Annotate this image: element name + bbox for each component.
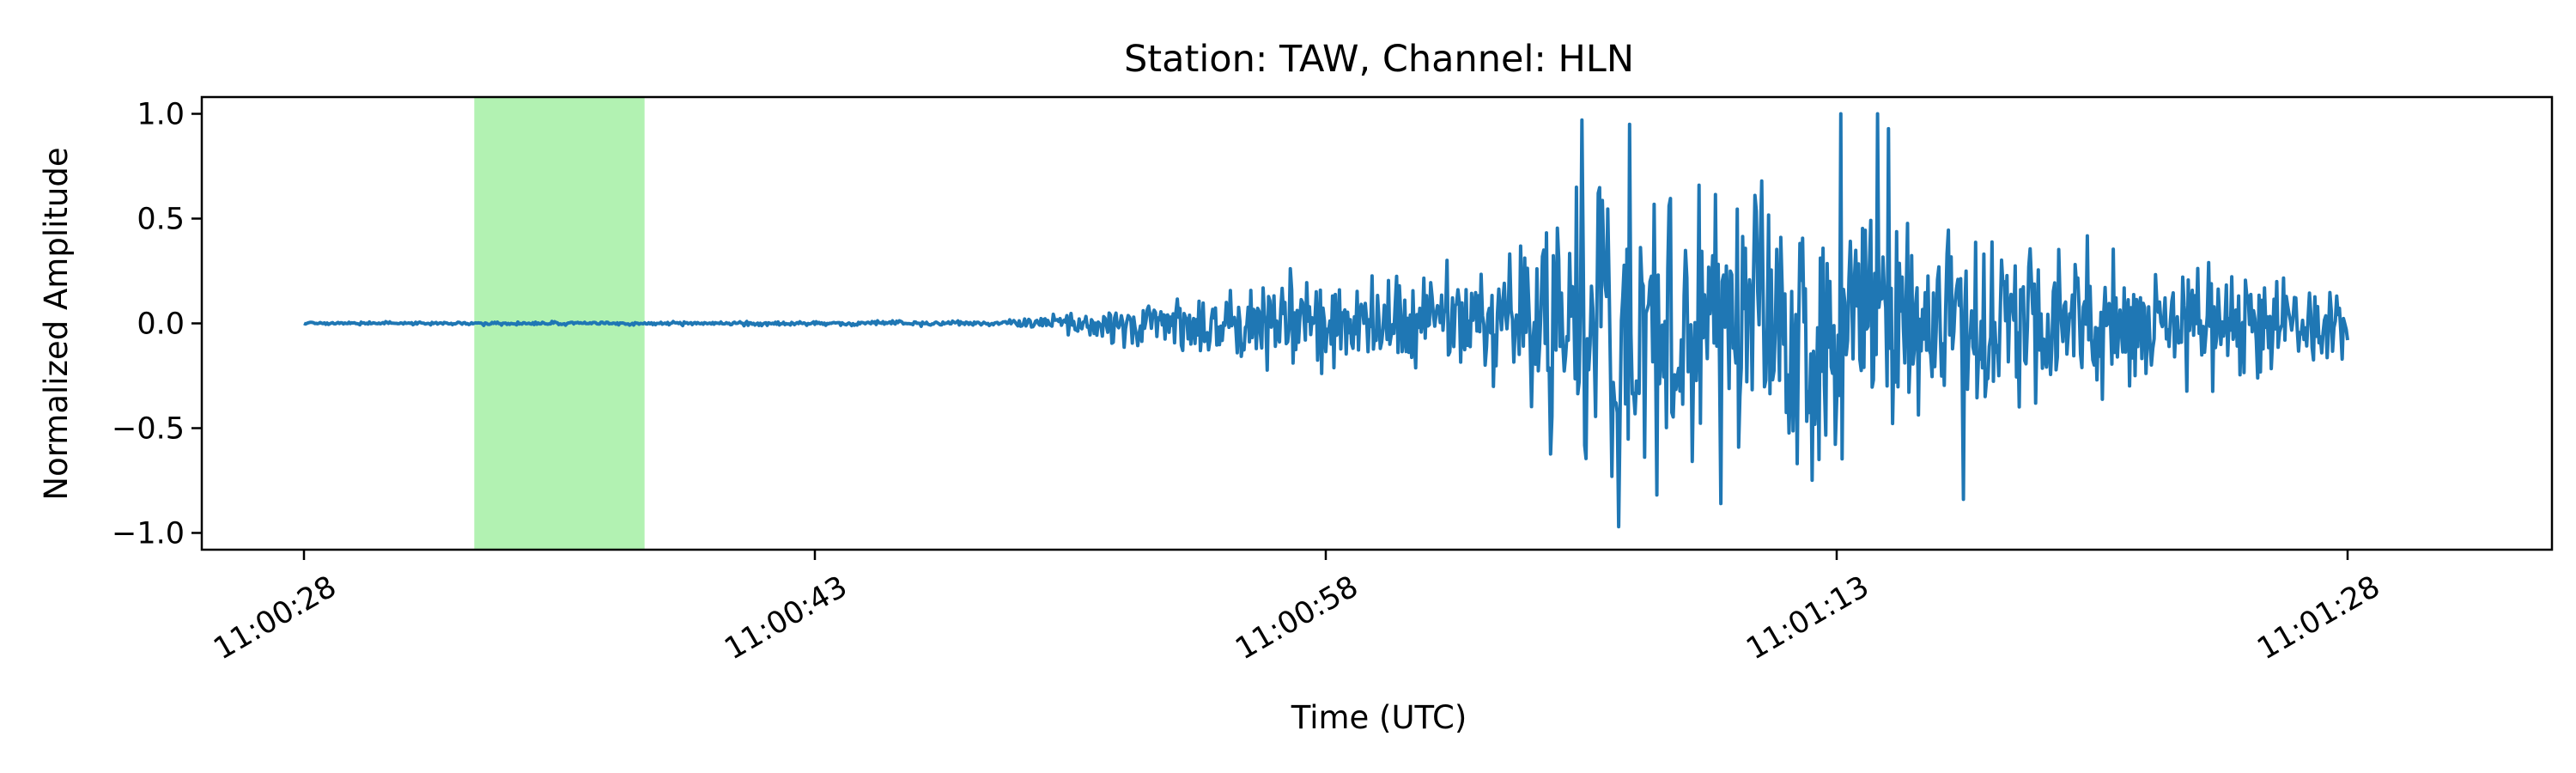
x-axis-title: Time (UTC) — [1291, 699, 1467, 736]
chart-title: Station: TAW, Channel: HLN — [1124, 38, 1634, 81]
x-tick-label: 11:00:58 — [1230, 569, 1364, 666]
x-tick-label: 11:01:13 — [1741, 569, 1874, 666]
y-tick-label: −0.5 — [112, 411, 185, 446]
x-axis: 11:00:28 11:00:43 11:00:58 11:01:13 11:01:28 — [208, 550, 2386, 666]
x-tick-label: 11:01:28 — [2251, 569, 2385, 666]
y-tick-label: 0.5 — [137, 203, 185, 237]
x-tick-label: 11:00:28 — [208, 569, 342, 666]
y-tick-label: 0.0 — [137, 307, 185, 342]
y-axis: 1.0 0.5 0.0 −0.5 −1.0 — [112, 98, 202, 551]
y-axis-title: Normalized Amplitude — [38, 147, 75, 500]
y-tick-label: −1.0 — [112, 516, 185, 551]
y-tick-label: 1.0 — [137, 98, 185, 132]
x-tick-label: 11:00:43 — [719, 569, 853, 666]
waveform-line — [303, 112, 2349, 529]
